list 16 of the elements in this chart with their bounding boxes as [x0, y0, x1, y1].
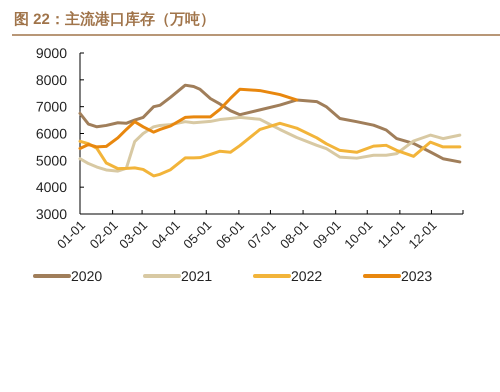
- legend-label: 2021: [181, 268, 212, 284]
- line-series: [78, 116, 462, 173]
- line-series: [78, 122, 462, 178]
- y-tick-label: 5000: [36, 152, 68, 168]
- legend-label: 2022: [291, 268, 322, 284]
- legend-label: 2023: [401, 268, 432, 284]
- line-series: [78, 88, 298, 150]
- y-tick-label: 8000: [36, 72, 68, 88]
- y-tick-label: 9000: [36, 45, 68, 61]
- y-tick-label: 3000: [36, 206, 68, 222]
- legend-label: 2020: [71, 268, 102, 284]
- y-tick-label: 4000: [36, 179, 68, 196]
- y-tick-label: 6000: [36, 126, 68, 142]
- chart-title: 图 22：主流港口库存（万吨）: [14, 10, 215, 28]
- y-tick-label: 7000: [36, 98, 68, 115]
- line-series: [78, 84, 462, 164]
